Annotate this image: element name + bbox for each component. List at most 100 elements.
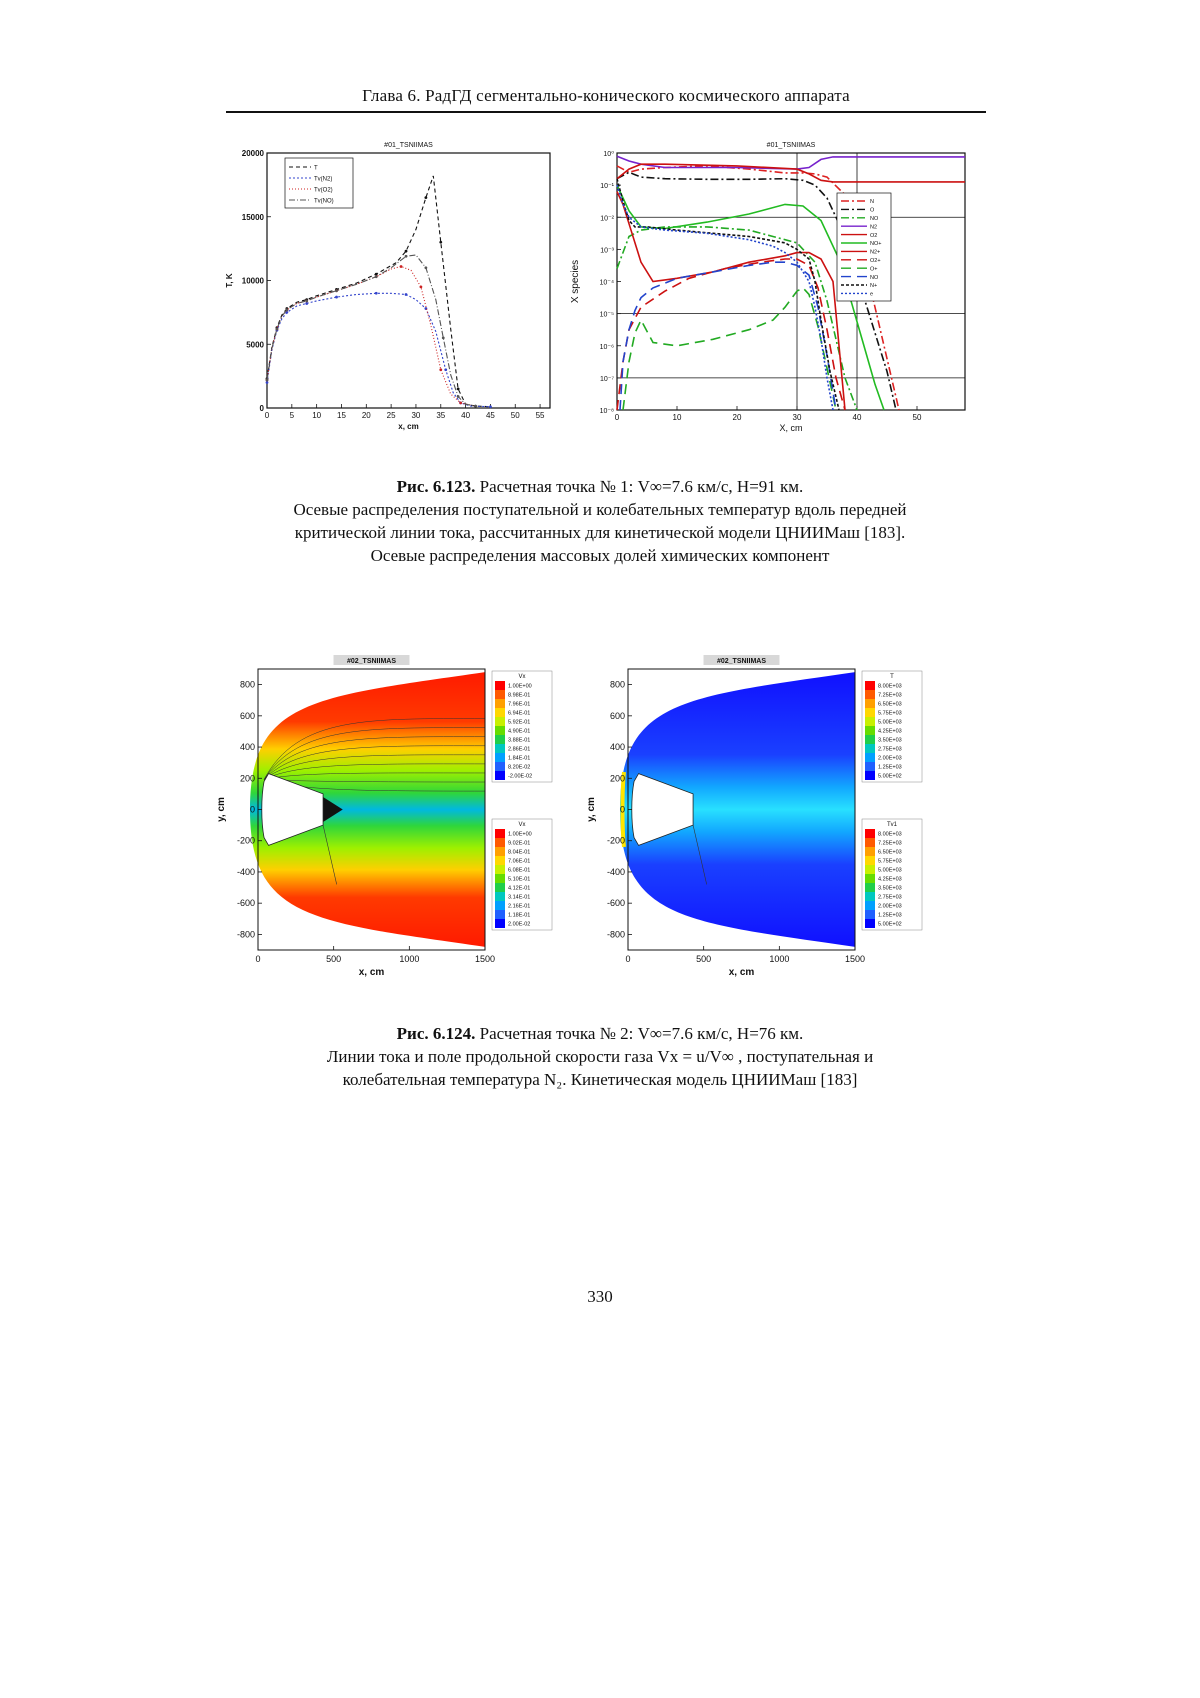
y-tick-label: 10⁻⁶ (600, 344, 614, 351)
fig124-caption: Рис. 6.124. Расчетная точка № 2: V∞=7.6 … (200, 1022, 1000, 1091)
colorbar-swatch (865, 690, 875, 699)
colorbar-swatch (495, 744, 505, 753)
legend-label: N+ (870, 283, 877, 289)
colorbar-swatch (495, 892, 505, 901)
series-point (266, 379, 269, 382)
colorbar-swatch (495, 847, 505, 856)
colorbar-label: 8.04E-01 (508, 850, 530, 856)
colorbar-label: 8.98E-01 (508, 693, 530, 699)
x-tick-label: 25 (387, 411, 396, 420)
colorbar-bottom: Tv18.00E+037.25E+036.50E+035.75E+035.00E… (862, 819, 922, 930)
colorbar-label: 1.18E-01 (508, 913, 530, 919)
legend-label: O2 (870, 233, 877, 239)
legend-label: Tv(NO) (314, 199, 334, 205)
legend-label: O+ (870, 266, 878, 272)
colorbar-swatch (495, 735, 505, 744)
colorbar-swatch (865, 901, 875, 910)
fig123-label: Рис. 6.123. (397, 477, 476, 496)
series-point (457, 387, 460, 390)
colorbar-label: 2.00E+03 (878, 904, 902, 910)
colorbar-label: 3.50E+03 (878, 738, 902, 744)
fig124-caption-title: Рис. 6.124. Расчетная точка № 2: V∞=7.6 … (200, 1022, 1000, 1045)
colorbar-label: 4.90E-01 (508, 729, 530, 735)
y-tick-label: 600 (610, 711, 625, 721)
x-tick-label: 500 (326, 954, 341, 964)
y-tick-label: 400 (610, 742, 625, 752)
series-point (459, 402, 462, 405)
colorbar-label: 8.20E-02 (508, 765, 530, 771)
y-tick-label: 800 (610, 680, 625, 690)
y-tick-label: 10⁻⁷ (600, 376, 614, 383)
colorbar-label: 5.00E+02 (878, 774, 902, 780)
colorbar-label: 1.00E+00 (508, 684, 532, 690)
x-tick-label: 1500 (475, 954, 495, 964)
x-tick-label: 1000 (399, 954, 419, 964)
colorbar-swatch (495, 699, 505, 708)
y-tick-label: 10⁻⁸ (600, 408, 614, 415)
series-point (335, 289, 338, 292)
colorbar-swatch (865, 829, 875, 838)
y-tick-label: 20000 (242, 149, 265, 158)
x-tick-label: 0 (255, 954, 260, 964)
series-point (305, 302, 308, 305)
colorbar-label: 7.25E+03 (878, 841, 902, 847)
y-axis-label: X species (570, 260, 581, 303)
colorbar-label: 5.00E+03 (878, 868, 902, 874)
y-tick-label: 10⁻⁴ (600, 280, 615, 287)
series-point (442, 336, 445, 339)
colorbar-label: 9.02E-01 (508, 841, 530, 847)
colorbar-swatch (865, 919, 875, 928)
colorbar-label: 2.75E+03 (878, 895, 902, 901)
colorbar-swatch (495, 708, 505, 717)
chart-title: #01_TSNIIMAS (767, 142, 816, 149)
x-tick-label: 5 (290, 411, 295, 420)
y-tick-label: 10000 (242, 277, 265, 286)
colorbar-label: 1.25E+03 (878, 913, 902, 919)
series-point (266, 381, 269, 384)
colorbar-label: 8.00E+03 (878, 832, 902, 838)
colorbar-swatch (495, 771, 505, 780)
colorbar-label: 5.10E-01 (508, 877, 530, 883)
colorbar-label: 1.00E+00 (508, 832, 532, 838)
colorbar-swatch (865, 717, 875, 726)
colorbar-swatch (495, 838, 505, 847)
x-tick-label: 40 (461, 411, 470, 420)
y-tick-label: -200 (607, 836, 625, 846)
chart-title: #02_TSNIIMAS (347, 658, 396, 665)
series-point (420, 285, 423, 288)
fig123-caption: Рис. 6.123. Расчетная точка № 1: V∞=7.6 … (200, 475, 1000, 567)
colorbar-label: 2.00E-02 (508, 922, 530, 928)
fig123-caption-line: Осевые распределения массовых долей хими… (200, 544, 1000, 567)
series-point (457, 395, 460, 398)
header-rule (226, 111, 986, 113)
legend-label: NO+ (870, 241, 881, 247)
colorbar-title: Vx (518, 674, 525, 680)
colorbar-label: 5.75E+03 (878, 711, 902, 717)
fig123-caption-line: критической линии тока, рассчитанных для… (200, 521, 1000, 544)
colorbar-swatch (495, 865, 505, 874)
y-tick-label: 0 (620, 805, 625, 815)
series-point (444, 368, 447, 371)
chart-title: #02_TSNIIMAS (717, 658, 766, 665)
series-point (335, 296, 338, 299)
series-point (424, 266, 427, 269)
y-tick-label: 800 (240, 680, 255, 690)
colorbar-swatch (865, 865, 875, 874)
colorbar-swatch (495, 717, 505, 726)
temperature-chart: #01_TSNIIMAS0510152025303540455055050001… (255, 140, 600, 470)
colorbar-label: 5.75E+03 (878, 859, 902, 865)
legend-label: N (870, 199, 874, 205)
colorbar-label: 6.50E+03 (878, 702, 902, 708)
legend-label: O2+ (870, 258, 881, 264)
colorbar-label: 1.25E+03 (878, 765, 902, 771)
series-point (276, 328, 279, 331)
fig123-title-text: Расчетная точка № 1: V∞=7.6 км/с, H=91 к… (480, 477, 804, 496)
legend: NONON2O2NO+N2+O2+O+NON+e (837, 193, 891, 301)
colorbar-swatch (865, 735, 875, 744)
chart-title: #01_TSNIIMAS (384, 142, 433, 149)
y-tick-label: -600 (237, 898, 255, 908)
colorbar-label: 5.92E-01 (508, 720, 530, 726)
y-tick-label: 10⁰ (603, 150, 614, 158)
x-axis-label: x, cm (398, 422, 418, 431)
fig123-caption-title: Рис. 6.123. Расчетная точка № 1: V∞=7.6 … (200, 475, 1000, 498)
